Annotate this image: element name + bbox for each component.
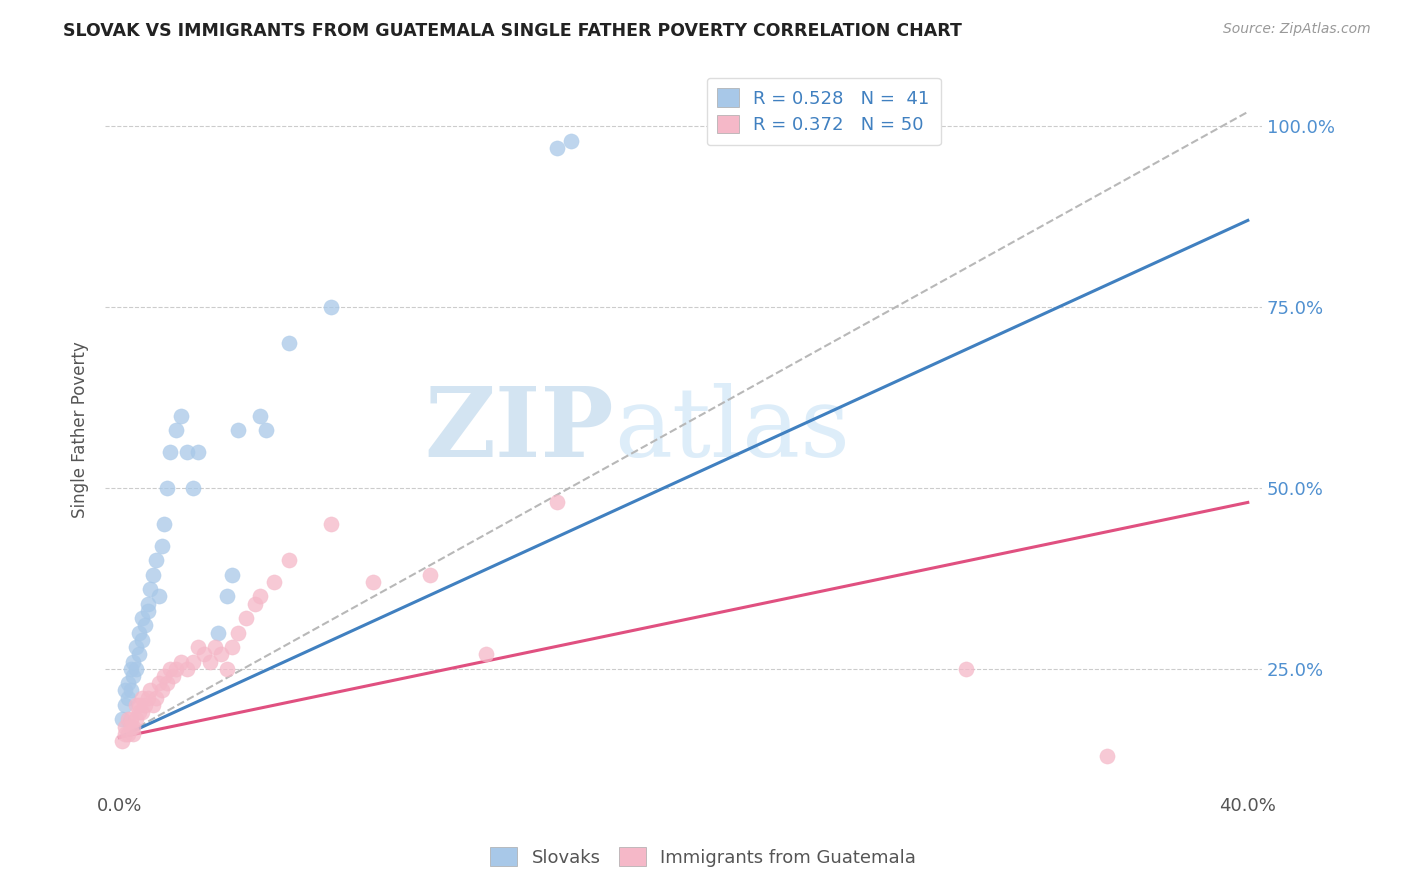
- Point: [122, 655, 145, 669]
- Point: [131, 690, 153, 705]
- Y-axis label: Single Father Poverty: Single Father Poverty: [72, 342, 89, 518]
- Point: [159, 445, 181, 459]
- Point: [148, 676, 170, 690]
- Point: [221, 640, 243, 654]
- Point: [125, 640, 148, 654]
- Point: [122, 727, 145, 741]
- Point: [277, 336, 299, 351]
- Point: [111, 712, 134, 726]
- Text: ZIP: ZIP: [425, 383, 614, 477]
- Point: [145, 553, 167, 567]
- Point: [156, 481, 179, 495]
- Point: [162, 669, 184, 683]
- Point: [159, 662, 181, 676]
- Point: [176, 662, 198, 676]
- Text: SLOVAK VS IMMIGRANTS FROM GUATEMALA SINGLE FATHER POVERTY CORRELATION CHART: SLOVAK VS IMMIGRANTS FROM GUATEMALA SING…: [63, 22, 962, 40]
- Point: [125, 698, 148, 712]
- Point: [139, 582, 162, 597]
- Point: [181, 481, 204, 495]
- Point: [243, 597, 266, 611]
- Point: [134, 698, 156, 712]
- Point: [134, 618, 156, 632]
- Point: [150, 683, 173, 698]
- Point: [120, 720, 142, 734]
- Point: [136, 597, 159, 611]
- Point: [131, 611, 153, 625]
- Point: [319, 517, 342, 532]
- Point: [560, 134, 582, 148]
- Point: [1095, 748, 1118, 763]
- Point: [176, 445, 198, 459]
- Point: [215, 590, 238, 604]
- Text: Source: ZipAtlas.com: Source: ZipAtlas.com: [1223, 22, 1371, 37]
- Point: [128, 625, 150, 640]
- Point: [156, 676, 179, 690]
- Point: [165, 662, 187, 676]
- Point: [120, 683, 142, 698]
- Point: [277, 553, 299, 567]
- Point: [187, 445, 209, 459]
- Point: [419, 567, 441, 582]
- Point: [170, 409, 193, 423]
- Point: [361, 574, 384, 589]
- Point: [148, 590, 170, 604]
- Point: [235, 611, 257, 625]
- Point: [128, 648, 150, 662]
- Point: [136, 690, 159, 705]
- Point: [122, 720, 145, 734]
- Point: [117, 712, 139, 726]
- Point: [128, 698, 150, 712]
- Point: [117, 676, 139, 690]
- Point: [125, 662, 148, 676]
- Point: [209, 648, 232, 662]
- Point: [120, 662, 142, 676]
- Point: [955, 662, 977, 676]
- Point: [221, 567, 243, 582]
- Point: [150, 539, 173, 553]
- Point: [117, 690, 139, 705]
- Point: [142, 567, 165, 582]
- Point: [254, 423, 277, 437]
- Point: [170, 655, 193, 669]
- Point: [117, 727, 139, 741]
- Point: [131, 632, 153, 647]
- Point: [207, 625, 229, 640]
- Point: [114, 683, 136, 698]
- Legend: R = 0.528   N =  41, R = 0.372   N = 50: R = 0.528 N = 41, R = 0.372 N = 50: [707, 78, 941, 145]
- Point: [263, 574, 285, 589]
- Point: [546, 495, 568, 509]
- Point: [120, 712, 142, 726]
- Point: [187, 640, 209, 654]
- Point: [475, 648, 498, 662]
- Point: [204, 640, 226, 654]
- Point: [139, 683, 162, 698]
- Point: [128, 705, 150, 719]
- Point: [114, 720, 136, 734]
- Point: [136, 604, 159, 618]
- Point: [226, 423, 249, 437]
- Point: [215, 662, 238, 676]
- Point: [249, 409, 271, 423]
- Point: [125, 712, 148, 726]
- Point: [114, 727, 136, 741]
- Point: [546, 141, 568, 155]
- Point: [198, 655, 221, 669]
- Point: [153, 669, 176, 683]
- Legend: Slovaks, Immigrants from Guatemala: Slovaks, Immigrants from Guatemala: [482, 840, 924, 874]
- Point: [114, 698, 136, 712]
- Point: [165, 423, 187, 437]
- Point: [142, 698, 165, 712]
- Point: [145, 690, 167, 705]
- Point: [249, 590, 271, 604]
- Point: [181, 655, 204, 669]
- Point: [111, 734, 134, 748]
- Point: [226, 625, 249, 640]
- Point: [319, 300, 342, 314]
- Point: [131, 705, 153, 719]
- Point: [153, 517, 176, 532]
- Text: atlas: atlas: [614, 383, 851, 477]
- Point: [122, 669, 145, 683]
- Point: [193, 648, 215, 662]
